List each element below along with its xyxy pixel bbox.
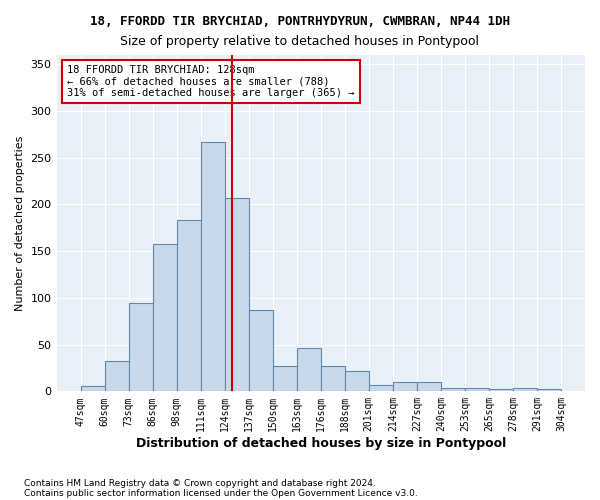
Bar (297, 348, 321, 392)
Y-axis label: Number of detached properties: Number of detached properties (15, 136, 25, 311)
Bar (441, 388, 465, 392)
Text: 18 FFORDD TIR BRYCHIAD: 128sqm
← 66% of detached houses are smaller (788)
31% of: 18 FFORDD TIR BRYCHIAD: 128sqm ← 66% of … (67, 65, 355, 98)
Bar (513, 388, 537, 392)
Bar (128, 302, 152, 392)
Bar (80, 386, 104, 392)
Bar (200, 142, 224, 392)
Bar (176, 220, 200, 392)
Bar (345, 371, 369, 392)
Bar (489, 388, 513, 392)
Text: Contains HM Land Registry data © Crown copyright and database right 2024.: Contains HM Land Registry data © Crown c… (24, 478, 376, 488)
Text: 18, FFORDD TIR BRYCHIAD, PONTRHYDYRUN, CWMBRAN, NP44 1DH: 18, FFORDD TIR BRYCHIAD, PONTRHYDYRUN, C… (90, 15, 510, 28)
Bar (152, 244, 176, 392)
Bar (104, 362, 128, 392)
Bar (393, 382, 417, 392)
Bar (273, 366, 297, 392)
Bar (417, 382, 441, 392)
Bar (465, 388, 489, 392)
Bar (321, 366, 345, 392)
Bar (537, 390, 561, 392)
Bar (369, 385, 393, 392)
X-axis label: Distribution of detached houses by size in Pontypool: Distribution of detached houses by size … (136, 437, 506, 450)
Bar (224, 198, 249, 392)
Text: Contains public sector information licensed under the Open Government Licence v3: Contains public sector information licen… (24, 488, 418, 498)
Text: Size of property relative to detached houses in Pontypool: Size of property relative to detached ho… (121, 35, 479, 48)
Bar (249, 310, 273, 392)
